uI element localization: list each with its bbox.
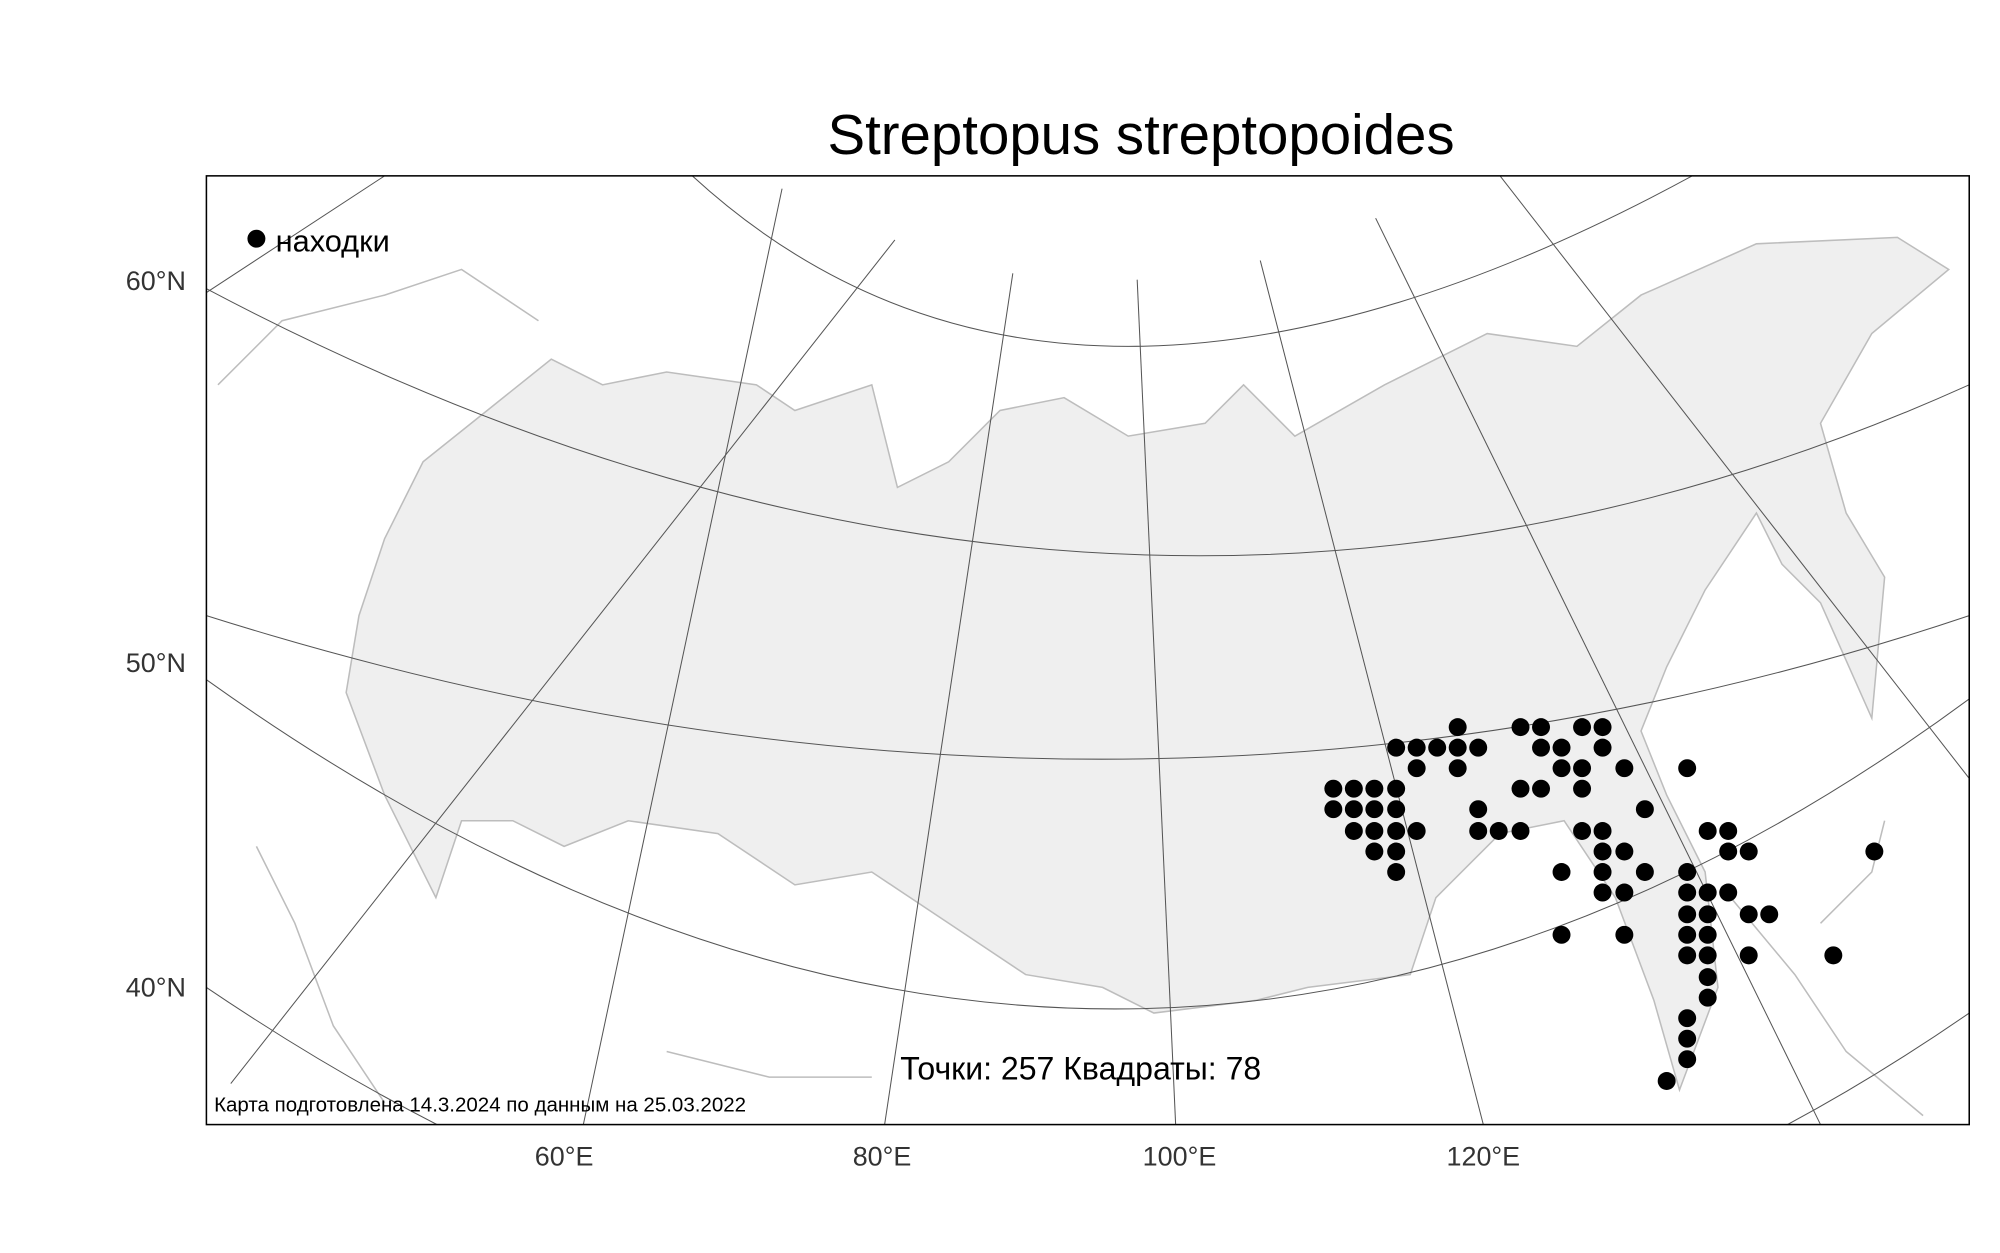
find-point: [1387, 822, 1406, 840]
find-point: [1678, 883, 1697, 902]
find-point: [1678, 759, 1697, 778]
stats: Точки: 257 Квадраты: 78: [900, 1051, 1261, 1087]
lon-label: 60°E: [535, 1142, 594, 1172]
find-point: [1469, 800, 1488, 819]
find-point: [1448, 738, 1467, 757]
find-point: [1573, 822, 1592, 840]
find-point: [1532, 779, 1550, 798]
find-point: [1824, 946, 1843, 965]
find-point: [1678, 946, 1697, 965]
find-point: [1865, 842, 1884, 861]
find-point: [1573, 759, 1592, 778]
find-point: [1532, 738, 1550, 757]
find-point: [1678, 863, 1697, 881]
find-point: [1698, 883, 1717, 902]
find-point: [1760, 905, 1779, 924]
find-point: [1324, 800, 1343, 819]
find-point: [1593, 718, 1612, 737]
find-point: [1678, 1050, 1697, 1069]
find-point: [1698, 968, 1717, 987]
find-point: [1407, 738, 1426, 757]
lat-label: 60°N: [126, 266, 186, 296]
find-point: [1593, 738, 1612, 757]
landmass: [345, 236, 1951, 1093]
find-point: [1678, 1009, 1697, 1028]
find-point: [1552, 863, 1571, 881]
credit: Карта подготовлена 14.3.2024 по данным н…: [214, 1094, 746, 1117]
find-point: [1698, 988, 1717, 1007]
find-point: [1407, 759, 1426, 778]
frame: [205, 175, 1970, 1126]
finds: [1324, 718, 1884, 1090]
map-title: Streptopus streptopoides: [827, 103, 1454, 166]
find-point: [1552, 925, 1571, 944]
find-point: [1387, 738, 1406, 757]
find-point: [1739, 905, 1758, 924]
find-point: [1448, 718, 1467, 737]
find-point: [1324, 779, 1343, 798]
find-point: [1387, 842, 1406, 861]
find-point: [1469, 738, 1488, 757]
find-point: [1593, 842, 1612, 861]
find-point: [1365, 822, 1384, 840]
find-point: [1573, 718, 1592, 737]
find-point: [1615, 842, 1634, 861]
find-point: [1387, 779, 1406, 798]
find-point: [1511, 718, 1530, 737]
find-point: [1739, 842, 1758, 861]
find-point: [1365, 842, 1384, 861]
find-point: [1698, 925, 1717, 944]
find-point: [1635, 800, 1654, 819]
map-area: [206, 175, 1970, 1125]
find-point: [1532, 718, 1550, 737]
find-point: [1739, 946, 1758, 965]
find-point: [1719, 883, 1738, 902]
find-point: [1407, 822, 1426, 840]
find-point: [1344, 800, 1363, 819]
find-point: [1593, 822, 1612, 840]
find-point: [1678, 905, 1697, 924]
find-point: [1698, 822, 1717, 840]
find-point: [1511, 779, 1530, 798]
lat-label: 40°N: [126, 972, 186, 1002]
find-point: [1428, 738, 1447, 757]
find-point: [1489, 822, 1508, 840]
find-point: [1615, 883, 1634, 902]
find-point: [1365, 779, 1384, 798]
find-point: [1387, 863, 1406, 881]
find-point: [1698, 946, 1717, 965]
lon-label: 120°E: [1447, 1142, 1521, 1172]
find-point: [1593, 883, 1612, 902]
find-point: [1469, 822, 1488, 840]
lat-label: 50°N: [126, 648, 186, 678]
find-point: [1719, 842, 1738, 861]
find-point: [1678, 925, 1697, 944]
graticule: [206, 175, 1970, 1125]
lon-label: 80°E: [853, 1142, 912, 1172]
find-point: [1448, 759, 1467, 778]
find-point: [1552, 759, 1571, 778]
find-point: [1511, 822, 1530, 840]
find-point: [1344, 779, 1363, 798]
find-point: [1657, 1072, 1676, 1090]
find-point: [1387, 800, 1406, 819]
find-point: [1552, 738, 1571, 757]
find-point: [1365, 800, 1384, 819]
coastline: [217, 268, 1924, 1117]
legend-label: находки: [276, 224, 390, 259]
find-point: [1593, 863, 1612, 881]
lon-label: 100°E: [1143, 1142, 1217, 1172]
find-point: [1573, 779, 1592, 798]
find-point: [1615, 925, 1634, 944]
find-point: [1344, 822, 1363, 840]
find-point: [1635, 863, 1654, 881]
find-point: [1698, 905, 1717, 924]
find-point: [1719, 822, 1738, 840]
find-point: [1678, 1029, 1697, 1048]
find-point: [1615, 759, 1634, 778]
legend-marker: [247, 229, 266, 248]
